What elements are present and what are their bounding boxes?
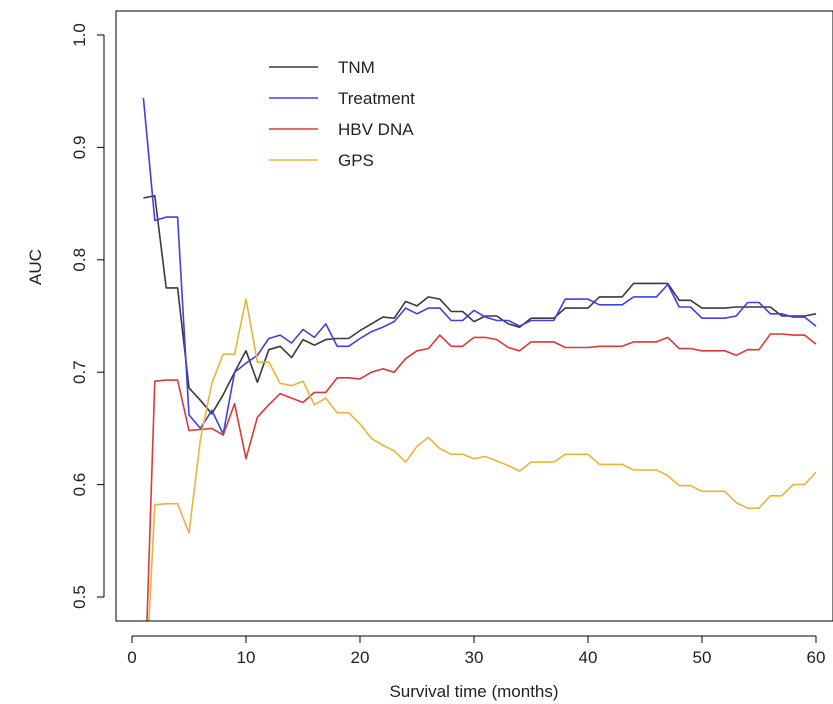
y-tick-label: 0.9 (70, 136, 89, 160)
legend-label-hbv-dna: HBV DNA (338, 120, 414, 139)
legend-label-treatment: Treatment (338, 89, 415, 108)
plot-frame (115, 10, 833, 622)
y-axis-label: AUC (26, 249, 45, 285)
x-tick-label: 20 (351, 648, 370, 667)
y-tick-label: 1.0 (70, 23, 89, 47)
x-tick-label: 40 (579, 648, 598, 667)
x-tick-label: 60 (807, 648, 826, 667)
series-line-gps (148, 298, 817, 621)
x-tick-label: 30 (465, 648, 484, 667)
legend: TNM Treatment HBV DNA GPS (269, 58, 415, 170)
x-axis-label: Survival time (months) (389, 682, 558, 701)
series-line-tnm (143, 194, 817, 415)
legend-label-tnm: TNM (338, 58, 375, 77)
legend-label-gps: GPS (338, 151, 374, 170)
series-line-treatment (142, 97, 817, 435)
x-tick-label: 0 (127, 648, 136, 667)
y-tick-label: 0.5 (70, 585, 89, 609)
x-tick-label: 50 (693, 648, 712, 667)
y-tick-label: 0.7 (70, 360, 89, 384)
axes: 0 10 20 30 40 50 60 0.5 0.6 0.7 0.8 0.9 1.0 (70, 23, 825, 667)
y-tick-label: 0.8 (70, 248, 89, 272)
series-line-hbv-dna (146, 333, 817, 621)
y-tick-label: 0.6 (70, 473, 89, 497)
series-lines (142, 97, 817, 621)
x-tick-label: 10 (237, 648, 256, 667)
